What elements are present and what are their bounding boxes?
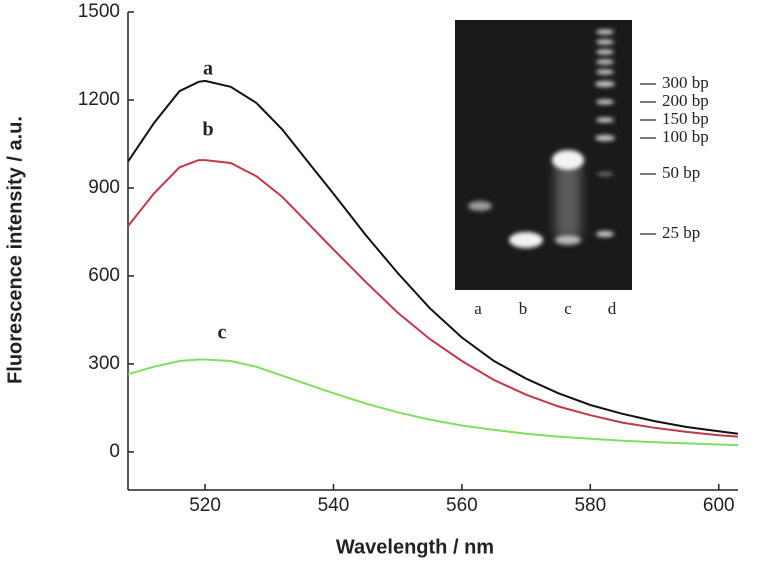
ladder [595, 29, 615, 237]
lane-label: a [474, 299, 482, 318]
x-axis-title: Wavelength / nm [336, 536, 494, 558]
marker-label: 50 bp [662, 163, 700, 182]
x-tick-label: 580 [574, 495, 606, 516]
y-tick-label: 1200 [78, 89, 120, 110]
x-tick-label: 540 [318, 495, 350, 516]
marker-label: 100 bp [662, 127, 709, 146]
line [127, 159, 739, 438]
x-tick-label: 560 [446, 495, 478, 516]
marker-label: 300 bp [662, 73, 709, 92]
curve-label: a [203, 58, 213, 80]
gel-band [552, 150, 584, 170]
y-tick-label: 1500 [78, 1, 120, 22]
line [127, 79, 739, 435]
lane-label: c [564, 299, 572, 318]
gel-band [555, 235, 581, 245]
lane-label: b [519, 299, 528, 318]
gel-band [468, 201, 492, 211]
y-axis-title: Fluorescence intensity / a.u. [4, 116, 26, 384]
line [127, 358, 739, 447]
gel-background [455, 20, 632, 290]
curve-label: b [202, 119, 213, 141]
y-tick-label: 0 [109, 441, 120, 462]
gel-image [455, 20, 656, 290]
marker-ticks [640, 83, 656, 235]
y-tick-label: 300 [88, 353, 120, 374]
gel-band [509, 232, 543, 248]
y-tick-label: 600 [88, 265, 120, 286]
y-tick-label: 900 [88, 177, 120, 198]
x-tick-label: 600 [703, 495, 735, 516]
lane-label: d [608, 299, 617, 318]
marker-label: 200 bp [662, 91, 709, 110]
marker-label: 150 bp [662, 109, 709, 128]
x-tick-label: 520 [189, 495, 221, 516]
axes [127, 12, 738, 491]
curve-label: c [218, 322, 227, 344]
marker-label: 25 bp [662, 223, 700, 242]
gel-smear [555, 165, 581, 237]
